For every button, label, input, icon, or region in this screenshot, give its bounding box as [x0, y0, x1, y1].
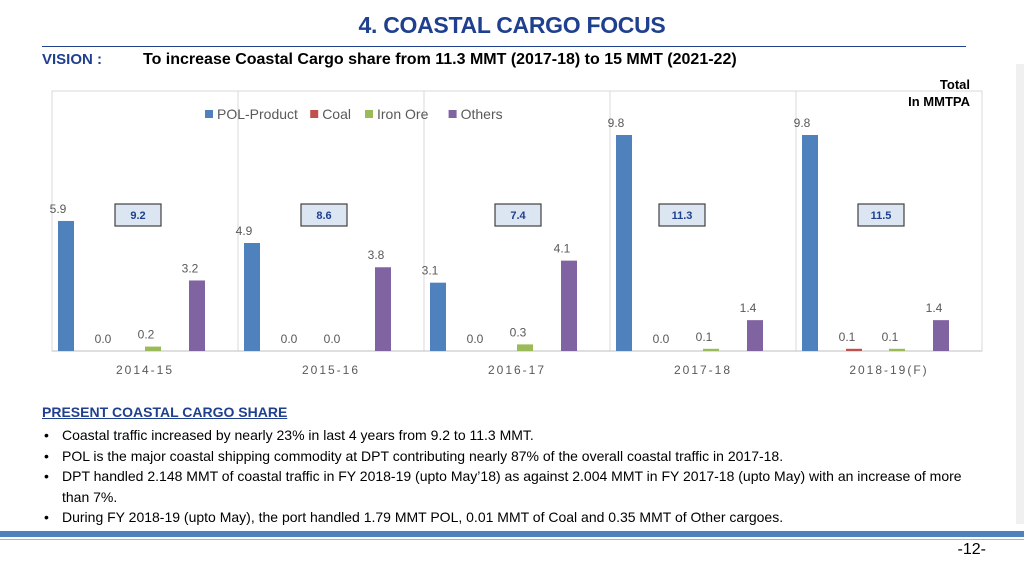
data-label: 3.2	[182, 261, 199, 275]
data-label: 0.1	[696, 330, 713, 344]
bar-others	[933, 320, 949, 351]
vision-text: To increase Coastal Cargo share from 11.…	[143, 51, 737, 68]
legend-swatch	[448, 110, 457, 118]
data-label: 9.8	[794, 116, 811, 130]
bar-pol-product	[58, 220, 74, 351]
legend-label: Others	[461, 106, 503, 122]
bullet-item: Coastal traffic increased by nearly 23% …	[42, 425, 972, 446]
x-tick-label: 2016-17	[488, 363, 546, 377]
bar-iron-ore	[517, 344, 533, 351]
total-box	[114, 203, 162, 227]
data-label: 3.8	[368, 248, 385, 262]
total-label-line2: In MMTPA	[908, 94, 970, 109]
total-value: 11.3	[672, 210, 693, 222]
title-divider	[42, 46, 966, 47]
bar-iron-ore	[703, 348, 719, 351]
bar-iron-ore	[889, 348, 905, 351]
data-label: 1.4	[926, 301, 943, 315]
data-label: 0.0	[653, 332, 670, 346]
legend-label: Coal	[322, 106, 351, 122]
vision-label: VISION :	[42, 51, 103, 68]
bar-iron-ore	[145, 346, 161, 351]
bullet-list: Coastal traffic increased by nearly 23% …	[42, 425, 972, 528]
bar-others	[561, 260, 577, 351]
data-label: 5.9	[50, 202, 67, 216]
data-label: 0.0	[281, 332, 298, 346]
data-label: 0.1	[882, 330, 899, 344]
bar-pol-product	[430, 282, 446, 351]
bullet-item: During FY 2018-19 (upto May), the port h…	[42, 507, 972, 528]
data-label: 0.1	[839, 330, 856, 344]
total-value: 11.5	[871, 210, 892, 222]
data-label: 0.3	[510, 325, 527, 339]
data-label: 0.2	[138, 328, 155, 342]
bar-coal	[846, 348, 862, 351]
legend-swatch	[205, 110, 213, 118]
data-label: 1.4	[740, 301, 757, 315]
total-box	[857, 203, 905, 227]
legend-swatch	[365, 110, 373, 118]
bar-others	[375, 267, 391, 351]
legend-swatch	[310, 110, 319, 118]
x-tick-label: 2015-16	[302, 363, 360, 377]
data-label: 3.1	[422, 264, 439, 278]
total-box	[494, 203, 542, 227]
page-title: 4. COASTAL CARGO FOCUS	[358, 12, 666, 38]
bar-pol-product	[802, 135, 818, 351]
data-label: 0.0	[324, 332, 341, 346]
right-edge-strip	[1016, 64, 1024, 524]
section-heading: PRESENT COASTAL CARGO SHARE	[42, 404, 288, 420]
bar-others	[189, 280, 205, 351]
coastal-cargo-chart: 5.9 0.0 0.2 3.2 9.2 2014-15 4.9 0.0 0.0 3.8 8.6 201…	[50, 90, 983, 377]
bar-pol-product	[616, 135, 632, 351]
legend-label: Iron Ore	[377, 106, 429, 122]
x-tick-label: 2018-19(F)	[849, 363, 928, 377]
bullet-item: POL is the major coastal shipping commod…	[42, 446, 972, 467]
footer-line	[0, 539, 1024, 540]
total-value: 9.2	[130, 210, 145, 222]
total-box	[658, 203, 706, 227]
x-tick-label: 2014-15	[116, 363, 174, 377]
footer-bar	[0, 531, 1024, 537]
data-label: 9.8	[608, 116, 625, 130]
bar-others	[747, 320, 763, 351]
page-number: -12-	[957, 541, 986, 558]
bullet-item: DPT handled 2.148 MMT of coastal traffic…	[42, 466, 972, 507]
bar-pol-product	[244, 243, 260, 351]
legend-label: POL-Product	[217, 106, 298, 122]
total-value: 8.6	[316, 210, 331, 222]
data-label: 4.9	[236, 224, 253, 238]
total-box	[300, 203, 348, 227]
total-value: 7.4	[510, 210, 526, 222]
total-unit-label: Total In MMTPA	[880, 76, 970, 110]
x-tick-label: 2017-18	[674, 363, 732, 377]
total-label-line1: Total	[939, 77, 970, 92]
data-label: 4.1	[554, 242, 571, 256]
data-label: 0.0	[95, 332, 112, 346]
data-label: 0.0	[467, 332, 484, 346]
